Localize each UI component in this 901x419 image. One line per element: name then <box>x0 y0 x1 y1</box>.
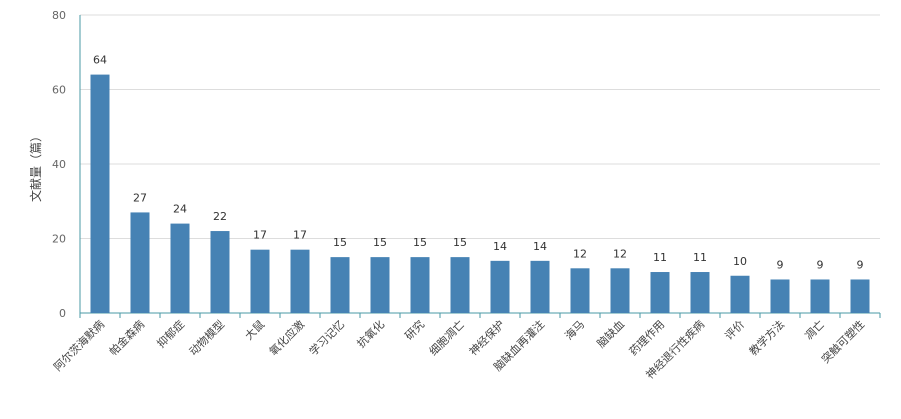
bar <box>810 279 830 313</box>
bar <box>330 257 350 313</box>
data-label: 11 <box>653 251 667 264</box>
x-category-label: 凋亡 <box>802 317 827 342</box>
bar <box>370 257 390 313</box>
x-category-label: 药理作用 <box>627 318 667 358</box>
bar <box>610 268 630 313</box>
x-category-label: 抗氧化 <box>354 317 387 350</box>
y-tick-label: 60 <box>52 84 66 97</box>
bar <box>290 249 310 313</box>
data-label: 11 <box>693 251 707 264</box>
data-label: 17 <box>253 229 267 242</box>
bar <box>90 74 110 313</box>
grid-lines <box>80 14 880 239</box>
data-label: 24 <box>173 203 187 216</box>
x-category-label: 细胞凋亡 <box>426 317 467 358</box>
data-label: 22 <box>213 210 227 223</box>
x-category-label: 评价 <box>722 318 747 343</box>
bar <box>410 257 430 313</box>
data-label: 9 <box>857 258 864 271</box>
data-label: 27 <box>133 191 147 204</box>
x-category-label: 研究 <box>402 317 427 342</box>
data-label: 15 <box>373 236 387 249</box>
data-label: 9 <box>777 258 784 271</box>
data-label: 15 <box>453 236 467 249</box>
bar <box>250 249 270 313</box>
bar <box>490 260 510 313</box>
x-category-label: 动物模型 <box>186 317 227 358</box>
x-category-label: 阿尔茨海默病 <box>51 317 108 374</box>
bar <box>570 268 590 313</box>
x-category-label: 神经保护 <box>466 317 507 358</box>
data-label: 15 <box>413 236 427 249</box>
bars <box>90 74 870 313</box>
bar <box>770 279 790 313</box>
x-category-label: 脑缺血 <box>594 317 627 350</box>
data-label: 10 <box>733 255 747 268</box>
data-label: 64 <box>93 54 107 67</box>
y-tick-label: 20 <box>52 233 66 246</box>
bar <box>130 212 150 313</box>
bar <box>450 257 470 313</box>
y-tick-label: 40 <box>52 158 66 171</box>
x-category-label: 学习记忆 <box>306 317 347 358</box>
bar <box>730 275 750 313</box>
data-label: 12 <box>573 247 587 260</box>
x-category-label: 帕金森病 <box>106 317 147 358</box>
y-axis-title: 文献量（篇） <box>28 130 43 202</box>
y-tick-label: 80 <box>52 9 66 22</box>
y-axis-ticks: 0 20 40 60 80 <box>52 9 66 320</box>
x-category-label: 氧化应激 <box>266 317 307 358</box>
bar <box>650 272 670 313</box>
x-category-label: 大鼠 <box>242 317 267 342</box>
y-tick-label: 0 <box>59 307 66 320</box>
x-category-label: 教学方法 <box>746 317 787 358</box>
data-label: 12 <box>613 247 627 260</box>
data-label: 14 <box>493 240 507 253</box>
bar <box>210 231 230 313</box>
data-labels: 64 27 24 22 17 17 15 15 15 15 14 14 12 12 11 11 10 9 9 9 <box>93 54 864 272</box>
bar <box>690 272 710 313</box>
data-label: 15 <box>333 236 347 249</box>
bar <box>530 260 550 313</box>
data-label: 17 <box>293 229 307 242</box>
data-label: 9 <box>817 258 824 271</box>
bar <box>170 223 190 313</box>
bar <box>850 279 870 313</box>
x-axis-category-labels: 阿尔茨海默病 帕金森病 抑郁症 动物模型 大鼠 氧化应激 学习记忆 抗氧化 研究 细胞凋亡 神经保护… <box>51 313 881 382</box>
x-category-label: 突触可塑性 <box>818 317 867 366</box>
data-label: 14 <box>533 240 547 253</box>
x-category-label: 海马 <box>562 317 587 342</box>
x-category-label: 抑郁症 <box>154 317 187 350</box>
